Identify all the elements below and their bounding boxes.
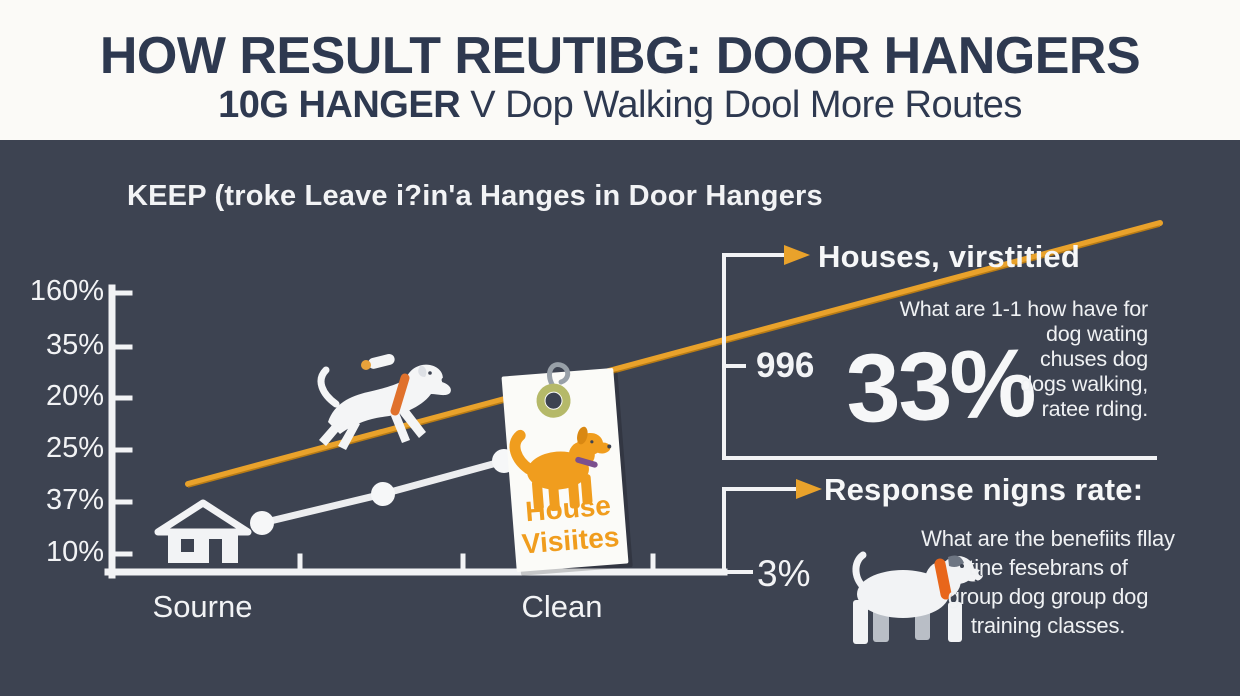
header-band bbox=[0, 0, 1240, 140]
hanger-label-line2: Visiites bbox=[521, 521, 621, 560]
response-stat-line: tine fesebrans of bbox=[968, 555, 1128, 580]
houses-stat-line: dogs walking, bbox=[1020, 372, 1148, 396]
houses-side-value: 996 bbox=[756, 346, 815, 385]
houses-stat-line: ratee rding. bbox=[1041, 397, 1149, 421]
hanger-label-line1: House bbox=[524, 490, 612, 528]
section-heading: KEEP (troke Leave i?in'a Hanges in Door … bbox=[127, 180, 823, 212]
response-side-value: 3% bbox=[757, 553, 811, 594]
page-subtitle-bold: 10G HANGER bbox=[218, 84, 461, 126]
response-stat-text: What are the benefiits fllay tine fesebr… bbox=[860, 524, 1236, 640]
page-subtitle: 10G HANGER V Dop Walking Dool More Route… bbox=[0, 84, 1240, 127]
y-tick-label: 160% bbox=[29, 275, 104, 307]
hanger-hook-icon bbox=[547, 362, 571, 388]
response-stat-line: What are the benefiits fllay bbox=[921, 526, 1175, 551]
houses-stat-line: chuses dog bbox=[1040, 347, 1148, 371]
door-hanger-icon: House Visiites bbox=[501, 362, 633, 576]
response-stat-line: training classes. bbox=[970, 613, 1126, 638]
running-dog-icon bbox=[317, 353, 451, 450]
response-stat-line: group dog group dog bbox=[947, 584, 1149, 609]
progress-line bbox=[250, 445, 546, 535]
response-stat-heading: Response nigns rate: bbox=[824, 472, 1144, 507]
houses-stat-line: What are 1-1 how have for bbox=[899, 297, 1149, 321]
houses-stat-heading: Houses, virstitied bbox=[818, 239, 1081, 274]
y-tick-label: 20% bbox=[45, 380, 104, 412]
houses-stat-text: What are 1-1 how have for dog wating chu… bbox=[878, 297, 1149, 422]
card-dog-icon bbox=[509, 426, 612, 512]
house-icon bbox=[154, 499, 252, 563]
page-subtitle-rest: V Dop Walking Dool More Routes bbox=[460, 84, 1022, 126]
arrow-right-icon bbox=[796, 479, 822, 499]
y-tick-label: 37% bbox=[45, 484, 104, 516]
x-tick-label: Sourne bbox=[152, 589, 253, 624]
y-tick-label: 25% bbox=[45, 432, 104, 464]
houses-stat-line: dog wating bbox=[1046, 322, 1148, 346]
page-title: HOW RESULT REUTIBG: DOOR HANGERS bbox=[99, 27, 1141, 85]
chart-axes bbox=[104, 284, 728, 579]
y-tick-label: 35% bbox=[45, 329, 104, 361]
hanger-ring-icon bbox=[536, 383, 571, 418]
arrow-right-icon bbox=[784, 245, 810, 265]
x-tick-label: Clean bbox=[521, 589, 603, 624]
y-tick-label: 10% bbox=[45, 536, 104, 568]
